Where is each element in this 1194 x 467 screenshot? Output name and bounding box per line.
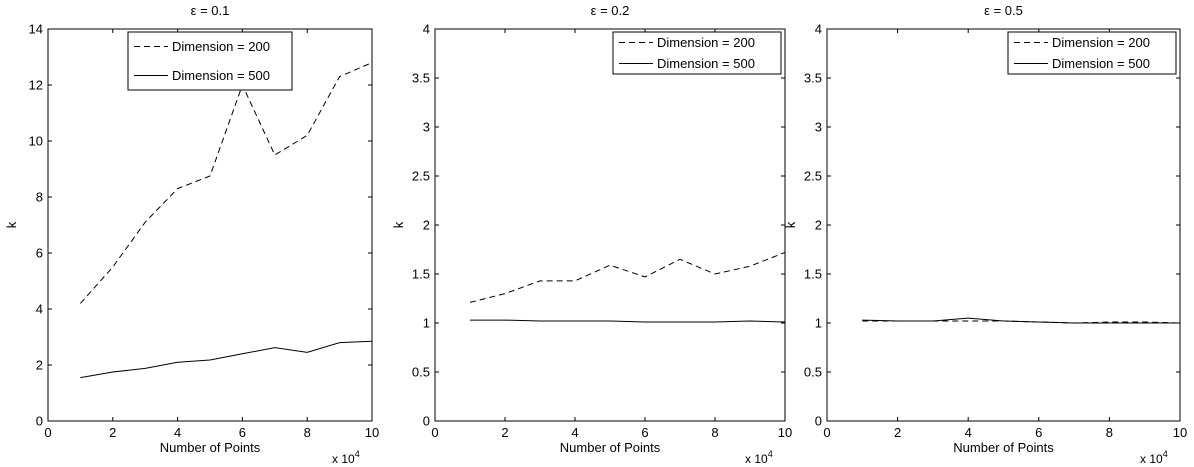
legend: Dimension = 200 Dimension = 500 <box>1007 31 1177 75</box>
x-multiplier: x 104 <box>1140 449 1168 466</box>
legend-label: Dimension = 500 <box>657 56 755 71</box>
legend-box <box>127 31 293 91</box>
chart-title: ε = 0.5 <box>984 3 1023 18</box>
y-tick-label: 2.5 <box>804 169 822 184</box>
chart-panel-1: ε = 0.1 0 2 4 6 8 10 0 2 4 6 8 10 12 14 Number of Point… <box>4 3 379 466</box>
x-tick-label: 4 <box>571 425 578 440</box>
y-tick-label: 2 <box>423 218 430 233</box>
legend: Dimension = 200 Dimension = 500 <box>127 31 293 91</box>
series-line-dimension-200 <box>469 251 786 303</box>
y-tick-label: 6 <box>36 246 43 261</box>
x-axis-label: Number of Points <box>160 440 261 455</box>
x-multiplier-base: x 10 <box>1140 452 1163 466</box>
legend-label: Dimension = 500 <box>1052 56 1150 71</box>
legend-label: Dimension = 200 <box>1052 35 1150 50</box>
y-tick-label: 0.5 <box>412 365 430 380</box>
y-tick-label: 10 <box>29 134 43 149</box>
y-tick-label: 0 <box>423 414 430 429</box>
x-tick-label: 4 <box>174 425 181 440</box>
legend-box <box>612 31 782 75</box>
y-tick-label: 1.5 <box>804 267 822 282</box>
x-tick-label: 8 <box>1106 425 1113 440</box>
x-multiplier-exponent: 4 <box>355 449 360 459</box>
x-tick-label: 10 <box>1173 425 1187 440</box>
x-tick-label: 0 <box>823 425 830 440</box>
y-tick-label: 3 <box>423 120 430 135</box>
y-tick-label: 8 <box>36 190 43 205</box>
chart-title: ε = 0.2 <box>591 3 630 18</box>
y-tick-label: 14 <box>29 22 43 37</box>
y-tick-label: 2 <box>815 218 822 233</box>
x-multiplier: x 104 <box>332 449 360 466</box>
series-line-dimension-500 <box>862 317 1180 324</box>
plot-area <box>434 28 786 422</box>
series-line-dimension-500 <box>470 319 786 323</box>
y-axis-label: k <box>783 221 798 228</box>
x-tick-label: 0 <box>431 425 438 440</box>
x-tick-label: 8 <box>711 425 718 440</box>
x-multiplier-exponent: 4 <box>768 449 773 459</box>
x-tick-label: 0 <box>44 425 51 440</box>
x-tick-label: 2 <box>894 425 901 440</box>
y-tick-label: 1.5 <box>412 267 430 282</box>
legend-label: Dimension = 200 <box>657 35 755 50</box>
y-axis-label: k <box>391 221 406 228</box>
x-axis-label: Number of Points <box>953 440 1054 455</box>
x-tick-label: 10 <box>365 425 379 440</box>
legend-box <box>1007 31 1177 75</box>
x-tick-label: 4 <box>965 425 972 440</box>
y-tick-label: 0 <box>815 414 822 429</box>
x-axis-label: Number of Points <box>560 440 661 455</box>
y-tick-label: 4 <box>36 302 43 317</box>
x-multiplier: x 104 <box>745 449 773 466</box>
y-axis-label: k <box>4 221 19 228</box>
x-tick-label: 2 <box>501 425 508 440</box>
y-tick-label: 0 <box>36 414 43 429</box>
series-line-dimension-200 <box>80 62 373 304</box>
y-tick-label: 12 <box>29 78 43 93</box>
series-line-dimension-500 <box>80 340 373 379</box>
x-multiplier-exponent: 4 <box>1163 449 1168 459</box>
y-tick-label: 2.5 <box>412 169 430 184</box>
x-tick-label: 2 <box>109 425 116 440</box>
x-tick-label: 10 <box>778 425 792 440</box>
y-tick-label: 1 <box>815 316 822 331</box>
legend-label: Dimension = 500 <box>172 68 270 83</box>
x-tick-label: 8 <box>304 425 311 440</box>
y-tick-label: 3.5 <box>412 71 430 86</box>
y-tick-label: 4 <box>423 22 430 37</box>
y-tick-label: 3.5 <box>804 71 822 86</box>
y-tick-label: 3 <box>815 120 822 135</box>
x-tick-label: 6 <box>239 425 246 440</box>
y-tick-label: 2 <box>36 358 43 373</box>
legend-label: Dimension = 200 <box>172 39 270 54</box>
chart-title: ε = 0.1 <box>191 3 230 18</box>
y-tick-label: 0.5 <box>804 365 822 380</box>
y-tick-label: 1 <box>423 316 430 331</box>
x-multiplier-base: x 10 <box>332 452 355 466</box>
x-tick-label: 6 <box>641 425 648 440</box>
legend: Dimension = 200 Dimension = 500 <box>612 31 782 75</box>
plot-area <box>826 28 1181 422</box>
plot-area <box>47 28 373 422</box>
x-multiplier-base: x 10 <box>745 452 768 466</box>
x-tick-label: 6 <box>1035 425 1042 440</box>
y-tick-label: 4 <box>815 22 822 37</box>
